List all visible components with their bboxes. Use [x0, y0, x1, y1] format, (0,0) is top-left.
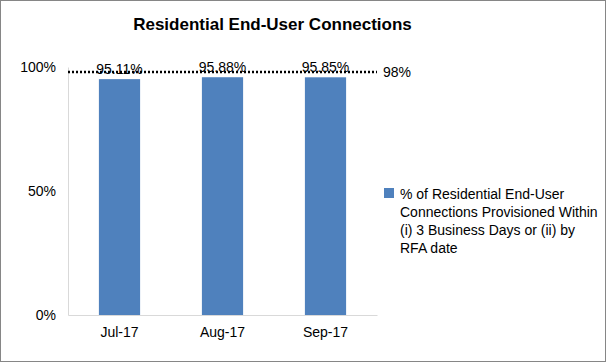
- bar: [99, 79, 140, 315]
- legend-label: % of Residential End-User Connections Pro…: [400, 186, 598, 256]
- x-axis: Jul-17 Aug-17 Sep-17: [69, 315, 378, 340]
- x-tick: Aug-17: [200, 315, 245, 340]
- legend-label-line: % of Residential End-User: [400, 186, 565, 202]
- x-tick: Jul-17: [100, 315, 138, 340]
- bar: [305, 77, 346, 315]
- x-tick-label: Sep-17: [303, 324, 348, 340]
- data-labels: 95.11% 95.88% 95.85% 98%: [96, 59, 411, 80]
- x-axis-line: [69, 315, 378, 316]
- legend: % of Residential End-User Connections Pro…: [384, 186, 598, 256]
- plot-area: [68, 72, 377, 315]
- chart-frame: [1, 1, 606, 362]
- legend-swatch: [384, 188, 394, 198]
- y-tick: 0%: [36, 307, 68, 323]
- y-tick-label: 50%: [28, 183, 56, 199]
- y-tick-label: 0%: [36, 307, 56, 323]
- x-tick-label: Jul-17: [100, 324, 138, 340]
- data-label: 95.11%: [96, 61, 142, 77]
- y-axis: 0% 50% 100%: [20, 59, 68, 323]
- legend-label-line: Connections Provisioned Within: [400, 204, 598, 220]
- legend-label-line: (i) 3 Business Days or (ii) by: [400, 222, 575, 238]
- y-tick-label: 100%: [20, 59, 56, 75]
- bar: [202, 77, 243, 315]
- y-axis-line: [68, 68, 69, 316]
- x-tick: Sep-17: [303, 315, 348, 340]
- y-tick: 50%: [28, 183, 68, 199]
- x-tick-label: Aug-17: [200, 324, 245, 340]
- y-tick: 100%: [20, 59, 68, 75]
- data-label: 95.88%: [199, 59, 246, 75]
- title: Residential End-User Connections: [133, 15, 412, 34]
- data-label: 95.85%: [302, 59, 349, 75]
- target-label: 98%: [383, 64, 411, 80]
- legend-label-line: RFA date: [400, 240, 458, 256]
- chart: Residential End-User Connections 0% 50% 100…: [0, 0, 606, 362]
